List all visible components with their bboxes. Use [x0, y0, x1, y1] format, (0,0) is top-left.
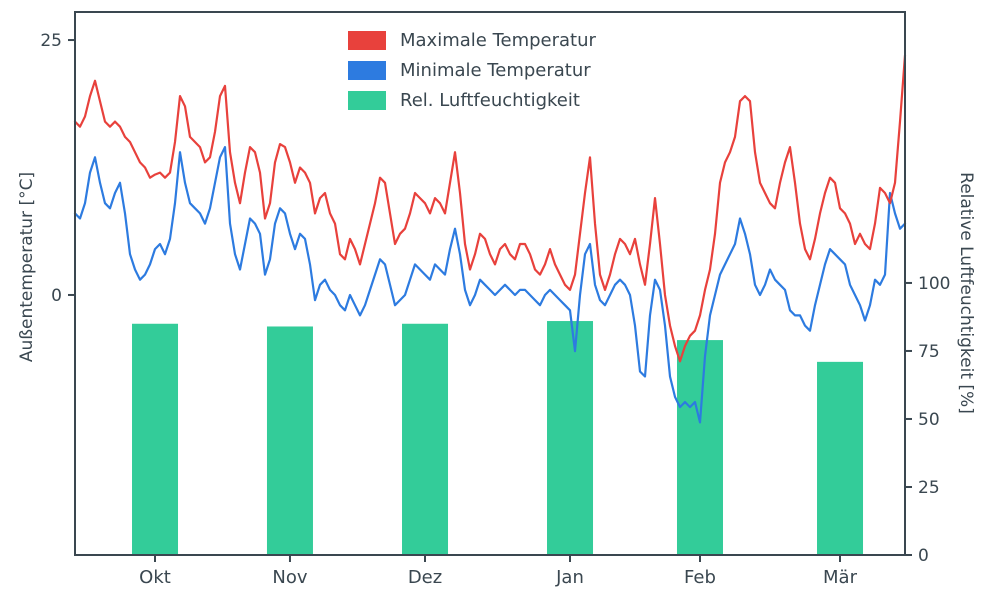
left-tick-label: 0: [51, 286, 62, 306]
x-tick-label: Okt: [139, 567, 171, 588]
legend-label-min-temp: Minimale Temperatur: [400, 60, 591, 81]
legend-label-humidity: Rel. Luftfeuchtigkeit: [400, 90, 580, 111]
legend-entry-max-temp: Maximale Temperatur: [348, 30, 596, 51]
right-tick-label: 100: [918, 274, 950, 294]
legend-swatch-max-temp-icon: [348, 31, 386, 50]
right-tick-label: 50: [918, 410, 940, 430]
x-tick-label: Feb: [684, 567, 716, 588]
max-temp-line: [73, 54, 907, 363]
x-tick-label: Dez: [408, 567, 442, 588]
min-temp-line: [73, 146, 907, 424]
right-axis-title: Relative Luftfeuchtigkeit [%]: [956, 172, 976, 414]
legend-entry-min-temp: Minimale Temperatur: [348, 60, 596, 81]
humidity-bar: [547, 321, 594, 555]
right-tick-label: 0: [918, 546, 929, 566]
x-tick-label: Jan: [555, 567, 584, 588]
humidity-bar: [676, 340, 723, 555]
legend-label-max-temp: Maximale Temperatur: [400, 30, 596, 51]
left-axis-title: Außentemperatur [°C]: [17, 171, 37, 363]
x-tick-label: Nov: [272, 567, 307, 588]
right-tick-label: 25: [918, 478, 940, 498]
legend-entry-humidity: Rel. Luftfeuchtigkeit: [348, 90, 596, 111]
x-tick-label: Mär: [823, 567, 858, 588]
right-tick-label: 75: [918, 342, 940, 362]
chart-legend: Maximale Temperatur Minimale Temperatur …: [342, 28, 602, 113]
legend-swatch-min-temp-icon: [348, 61, 386, 80]
humidity-bar: [132, 323, 179, 555]
humidity-bar: [266, 326, 313, 555]
humidity-bar: [402, 323, 449, 555]
legend-swatch-humidity-icon: [348, 91, 386, 110]
left-tick-label: 25: [40, 31, 62, 51]
humidity-bar: [817, 361, 864, 555]
